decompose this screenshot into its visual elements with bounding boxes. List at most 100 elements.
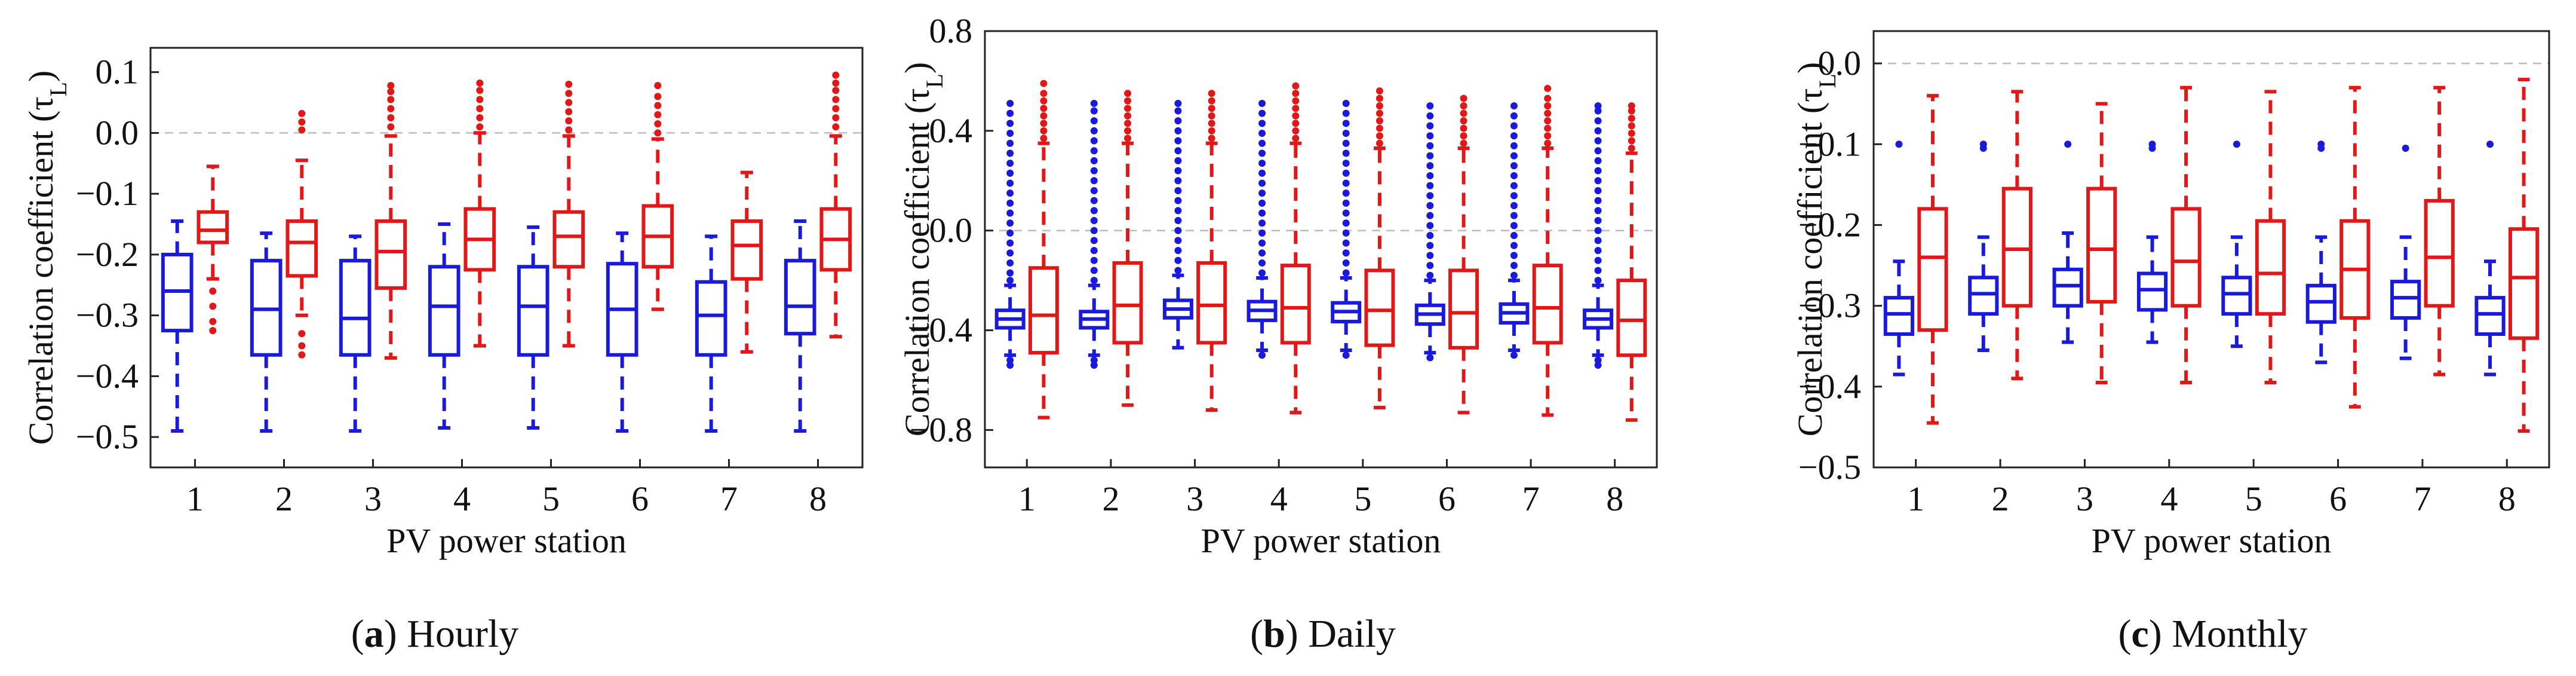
outlier-point <box>1426 354 1434 362</box>
outlier-point <box>1375 102 1383 110</box>
box-blue-station-2 <box>250 231 283 433</box>
outlier-point <box>1292 134 1300 142</box>
box-blue-station-1 <box>994 99 1026 369</box>
box-red-station-8 <box>819 71 852 339</box>
x-tick-label: 4 <box>453 479 471 518</box>
y-axis-label: Correlation coefficient (τL) <box>1791 62 1841 436</box>
outlier-point <box>1510 152 1518 160</box>
outlier-point <box>1258 239 1266 247</box>
outlier-point <box>1510 142 1518 149</box>
outlier-point <box>1258 130 1266 137</box>
outlier-point <box>1124 127 1132 134</box>
outlier-point <box>387 88 395 96</box>
outlier-point <box>1510 162 1518 170</box>
outlier-point <box>1342 219 1350 227</box>
outlier-point <box>1594 167 1602 175</box>
outlier-point <box>1460 117 1467 125</box>
box-blue-station-7 <box>2390 145 2421 360</box>
outlier-point <box>1208 97 1215 105</box>
outlier-point <box>1090 197 1098 204</box>
box-red-station-7 <box>1532 84 1563 417</box>
outlier-point <box>1426 252 1434 259</box>
outlier-point <box>1090 361 1098 369</box>
caption-close-paren: ) <box>2149 612 2162 656</box>
box-iqr <box>2170 207 2202 308</box>
y-axis-label-text: Correlation coefficient (τ <box>898 88 937 437</box>
caption-letter: b <box>1263 612 1285 656</box>
outlier-point <box>1006 356 1014 364</box>
box-iqr <box>2305 283 2336 324</box>
outlier-point <box>1426 182 1434 189</box>
outlier-point <box>1292 105 1300 112</box>
outlier-point <box>1258 229 1266 237</box>
box-blue-station-2 <box>1968 140 1999 352</box>
outlier-point <box>209 327 217 335</box>
box-iqr <box>1112 261 1143 345</box>
outlier-point <box>1510 192 1518 200</box>
outlier-point <box>1426 222 1434 230</box>
outlier-point <box>476 123 484 131</box>
outlier-point <box>1292 97 1300 105</box>
outlier-point <box>1594 117 1602 125</box>
outlier-point <box>654 120 662 128</box>
box-iqr <box>552 210 585 269</box>
outlier-point <box>1426 102 1434 110</box>
caption-text: Monthly <box>2162 612 2308 656</box>
outlier-point <box>2148 145 2156 152</box>
outlier-point <box>2064 140 2072 148</box>
outlier-point <box>1040 112 1048 120</box>
outlier-point <box>1426 212 1434 219</box>
box-red-station-2 <box>1112 90 1143 407</box>
outlier-point <box>1342 229 1350 237</box>
outlier-point <box>1124 134 1132 142</box>
outlier-point <box>1174 127 1182 134</box>
caption-letter: c <box>2131 612 2148 656</box>
outlier-point <box>1258 269 1266 277</box>
panel-caption: (a) Hourly <box>351 612 518 656</box>
box-blue-station-6 <box>606 231 638 433</box>
outlier-point <box>1090 167 1098 175</box>
outlier-point <box>476 114 484 121</box>
outlier-point <box>2233 140 2240 148</box>
box-blue-station-4 <box>428 222 460 430</box>
outlier-point <box>1594 127 1602 134</box>
outlier-point <box>565 117 573 125</box>
outlier-point <box>1628 145 1635 152</box>
y-axis-label-close: ) <box>1791 62 1829 74</box>
outlier-point <box>1208 112 1215 120</box>
outlier-point <box>1040 105 1048 112</box>
x-tick-label: 5 <box>542 479 560 518</box>
box-iqr <box>1280 264 1311 345</box>
outlier-point <box>654 82 662 90</box>
y-axis-label-text: Correlation coefficient (τ <box>1791 88 1829 437</box>
outlier-point <box>1124 97 1132 105</box>
outlier-point <box>1426 152 1434 160</box>
outlier-point <box>1426 142 1434 149</box>
box-iqr <box>1028 266 1059 355</box>
box-red-station-3 <box>374 82 407 360</box>
outlier-point <box>1594 147 1602 155</box>
outlier-point <box>1292 82 1300 90</box>
outlier-point <box>1090 277 1098 285</box>
x-tick-label: 2 <box>1992 479 2009 518</box>
outlier-point <box>1460 109 1467 117</box>
x-axis-label: PV power station <box>1201 521 1441 560</box>
outlier-point <box>1426 112 1434 120</box>
outlier-point <box>1426 172 1434 179</box>
outlier-point <box>1090 186 1098 194</box>
outlier-point <box>1510 212 1518 219</box>
y-tick-label: −0.5 <box>1798 448 1861 487</box>
box-blue-station-5 <box>1331 99 1362 359</box>
outlier-point <box>1090 227 1098 234</box>
outlier-point <box>1460 102 1467 110</box>
outlier-point <box>1174 167 1182 175</box>
y-tick-label: −0.1 <box>76 174 139 213</box>
outlier-point <box>1006 99 1014 107</box>
x-tick-label: 8 <box>809 479 827 518</box>
box-red-station-4 <box>463 79 496 348</box>
outlier-point <box>298 109 306 117</box>
box-iqr <box>1616 279 1647 357</box>
outlier-point <box>1174 157 1182 164</box>
box-iqr <box>2474 296 2506 336</box>
